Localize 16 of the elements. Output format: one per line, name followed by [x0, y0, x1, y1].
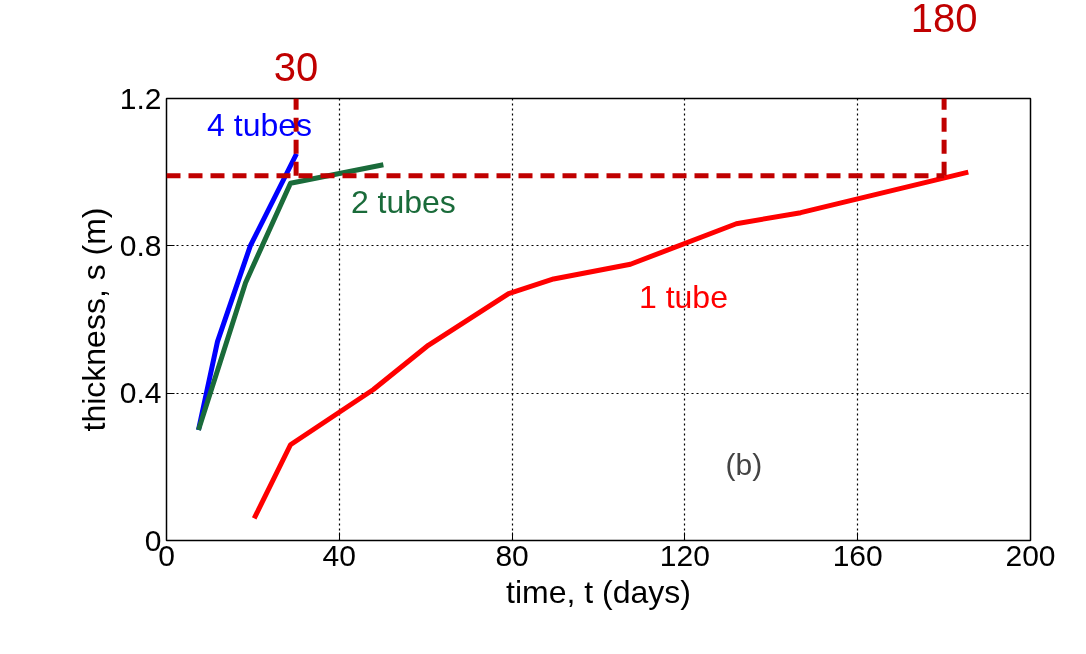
x-tick-label: 80 — [495, 538, 529, 572]
y-axis-title: thickness, s (m) — [75, 207, 112, 432]
series-label: 1 tube — [638, 279, 728, 316]
y-tick-label: 0.8 — [119, 228, 162, 262]
ref-line-label: 30 — [273, 44, 319, 89]
y-tick-label: 0.4 — [119, 376, 162, 410]
y-tick-label: 1.2 — [119, 81, 162, 115]
series-label: 2 tubes — [350, 183, 456, 220]
x-tick-label: 160 — [832, 538, 883, 572]
x-tick-label: 120 — [659, 538, 710, 572]
x-axis-title: time, t (days) — [506, 573, 691, 610]
x-tick-label: 200 — [1005, 538, 1056, 572]
annotation: (b) — [725, 447, 763, 481]
series-label: 4 tubes — [207, 106, 313, 143]
x-tick-label: 40 — [322, 538, 356, 572]
ref-line-label: 180 — [910, 0, 978, 40]
